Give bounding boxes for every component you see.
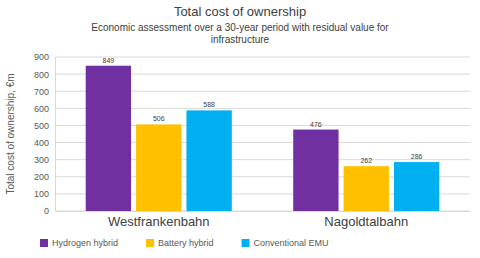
data-labels: 849 476 506 262 588 286 [103, 57, 423, 164]
x-tick: Nagoldtalbahn [324, 211, 408, 229]
grid-line [55, 57, 470, 58]
bar [186, 110, 231, 211]
y-tick: 100 [34, 189, 55, 199]
bar [344, 166, 389, 211]
y-tick: 600 [34, 104, 55, 114]
legend-swatch [146, 239, 154, 247]
y-tick-label: 100 [34, 189, 49, 199]
data-label: 262 [360, 157, 372, 164]
bars [86, 66, 440, 211]
y-tick-label: 700 [34, 87, 49, 97]
y-tick: 0 [44, 206, 55, 216]
data-label: 588 [203, 101, 215, 108]
bar [136, 124, 181, 211]
data-label: 506 [153, 115, 165, 122]
data-label: 476 [310, 121, 322, 128]
bar [394, 162, 439, 211]
legend-label: Battery hybrid [158, 238, 214, 248]
y-tick: 800 [34, 69, 55, 79]
legend: Hydrogen hybrid Battery hybrid Conventiona… [40, 238, 329, 248]
x-tick-label: Westfrankenbahn [108, 214, 210, 229]
legend-label: Conventional EMU [254, 238, 329, 248]
y-tick: 200 [34, 172, 55, 182]
plot: 0 100 200 300 400 500 600 700 800 900 Westfrankenb… [34, 52, 471, 229]
y-axis: 0 100 200 300 400 500 600 700 800 900 [34, 52, 56, 216]
y-tick-label: 400 [34, 138, 49, 148]
y-tick: 500 [34, 121, 55, 131]
legend-swatch [40, 239, 48, 247]
y-tick-label: 900 [34, 52, 49, 62]
subtitle: Economic assessment over a 30-year perio… [91, 22, 389, 45]
y-axis-title: Total cost of ownership, €m [5, 73, 16, 194]
y-tick: 700 [34, 87, 55, 97]
x-tick-label: Nagoldtalbahn [324, 214, 408, 229]
y-axis-line [55, 58, 56, 212]
legend-label: Hydrogen hybrid [52, 238, 118, 248]
bar [293, 130, 338, 211]
y-tick: 900 [34, 52, 55, 62]
title: Total cost of ownership [174, 4, 306, 19]
legend-swatch [242, 239, 250, 247]
y-tick: 300 [34, 155, 55, 165]
x-axis-line [56, 211, 471, 212]
grid [55, 57, 470, 211]
y-tick-label: 600 [34, 104, 49, 114]
y-tick-label: 800 [34, 69, 49, 79]
chart: Total cost of ownership Economic assessme… [0, 0, 480, 258]
y-tick-label: 0 [44, 206, 49, 216]
y-tick-label: 200 [34, 172, 49, 182]
y-tick-label: 300 [34, 155, 49, 165]
x-axis: Westfrankenbahn Nagoldtalbahn [56, 211, 471, 229]
bar [86, 66, 131, 211]
data-label: 286 [411, 153, 423, 160]
y-tick: 400 [34, 138, 55, 148]
y-tick-label: 500 [34, 121, 49, 131]
data-label: 849 [103, 57, 115, 64]
x-tick: Westfrankenbahn [108, 211, 210, 229]
